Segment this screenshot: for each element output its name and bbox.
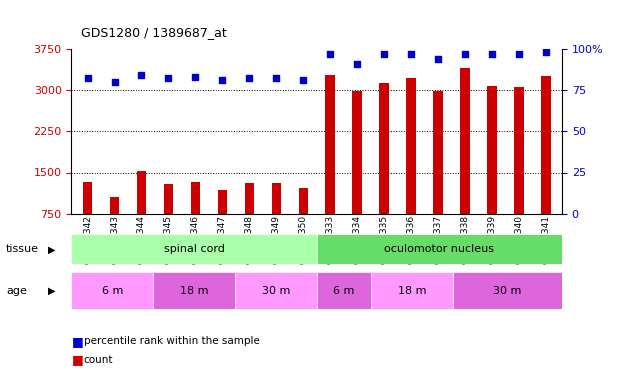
Bar [541, 76, 551, 255]
Text: 18 m: 18 m [398, 286, 427, 296]
Bar [353, 91, 362, 255]
Point [541, 49, 551, 55]
Text: percentile rank within the sample: percentile rank within the sample [84, 336, 260, 346]
Text: 30 m: 30 m [261, 286, 290, 296]
Bar [271, 183, 281, 255]
Bar [153, 272, 235, 309]
Point [109, 79, 119, 85]
Text: age: age [6, 286, 27, 296]
Text: tissue: tissue [6, 244, 39, 254]
Point [217, 77, 227, 83]
Text: spinal cord: spinal cord [163, 244, 225, 254]
Bar [317, 234, 562, 264]
Point [298, 77, 308, 83]
Bar [433, 90, 443, 255]
Bar [299, 188, 308, 255]
Bar [217, 190, 227, 255]
Point [325, 51, 335, 57]
Point [137, 72, 147, 78]
Bar [325, 75, 335, 255]
Point [433, 56, 443, 62]
Text: 18 m: 18 m [180, 286, 208, 296]
Text: 6 m: 6 m [102, 286, 123, 296]
Bar [317, 272, 371, 309]
Point [460, 51, 470, 57]
Bar [379, 83, 389, 255]
Text: 6 m: 6 m [333, 286, 355, 296]
Bar [514, 87, 524, 255]
Text: oculomotor nucleus: oculomotor nucleus [384, 244, 494, 254]
Point [191, 74, 201, 80]
Text: ■: ■ [71, 354, 83, 366]
Bar [460, 68, 469, 255]
Point [271, 75, 281, 81]
Bar [371, 272, 453, 309]
Bar [71, 234, 317, 264]
Text: GDS1280 / 1389687_at: GDS1280 / 1389687_at [81, 26, 227, 39]
Bar [245, 183, 254, 255]
Point [514, 51, 524, 57]
Text: ▶: ▶ [48, 286, 56, 296]
Bar [191, 182, 200, 255]
Text: ■: ■ [71, 335, 83, 348]
Text: ▶: ▶ [48, 244, 56, 254]
Bar [487, 86, 497, 255]
Bar [235, 272, 317, 309]
Bar [83, 182, 93, 255]
Bar [137, 171, 146, 255]
Point [379, 51, 389, 57]
Point [352, 61, 362, 67]
Point [406, 51, 416, 57]
Point [487, 51, 497, 57]
Bar [110, 197, 119, 255]
Text: 30 m: 30 m [493, 286, 522, 296]
Bar [164, 184, 173, 255]
Point [244, 75, 254, 81]
Bar [453, 272, 562, 309]
Bar [71, 272, 153, 309]
Point [163, 75, 173, 81]
Point [83, 75, 93, 81]
Bar [406, 78, 416, 255]
Text: count: count [84, 355, 114, 365]
